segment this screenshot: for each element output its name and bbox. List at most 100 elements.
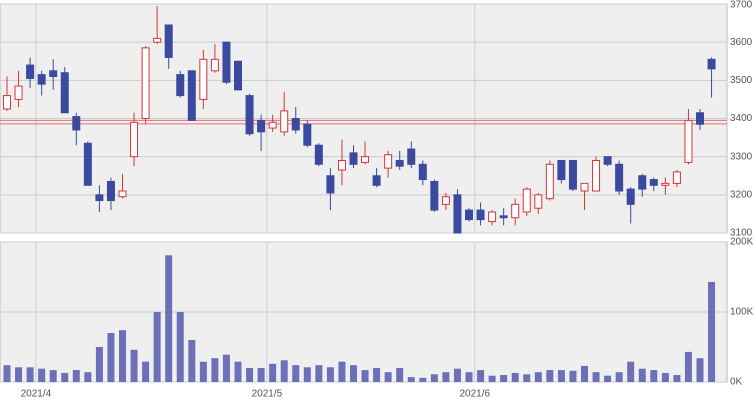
- volume-bar: [592, 372, 600, 382]
- x-tick-label: 2021/5: [252, 389, 283, 400]
- volume-bar: [569, 370, 577, 382]
- candle-body: [141, 47, 150, 119]
- candle-body: [522, 188, 531, 213]
- volume-bar: [303, 367, 311, 382]
- candle-body: [707, 58, 716, 70]
- y-tick-label: 3300: [730, 151, 753, 162]
- candle-body: [26, 64, 35, 79]
- volume-bar: [188, 340, 196, 382]
- candle-body: [210, 58, 219, 72]
- candle-body: [499, 215, 508, 219]
- volume-bar: [153, 312, 161, 382]
- volume-bar: [546, 370, 554, 382]
- volume-bar: [95, 347, 103, 382]
- volume-bar: [234, 361, 242, 382]
- candle-body: [545, 163, 554, 200]
- candle-body: [603, 156, 612, 165]
- volume-bar: [373, 368, 381, 382]
- x-tick-label: 2021/6: [459, 389, 490, 400]
- volume-bar: [361, 370, 369, 382]
- y-tick-label: 200K: [730, 237, 754, 248]
- candle-body: [118, 190, 127, 198]
- candle-body: [696, 112, 704, 125]
- candle-body: [418, 163, 427, 181]
- x-tick-label: 2021/4: [21, 389, 52, 400]
- candle-body: [14, 85, 23, 100]
- volume-bar: [604, 375, 612, 382]
- candle-body: [395, 159, 404, 167]
- candle-body: [384, 154, 393, 169]
- candle-body: [326, 175, 335, 194]
- volume-bar: [638, 368, 646, 382]
- candle-body: [441, 196, 450, 205]
- volume-bar: [453, 368, 461, 382]
- volume-bar: [477, 370, 485, 382]
- volume-bar: [119, 330, 126, 382]
- volume-bar: [246, 368, 254, 382]
- candle-body: [534, 194, 543, 209]
- volume-bar: [407, 377, 415, 382]
- volume-bar: [84, 372, 92, 382]
- volume-bar: [708, 281, 716, 382]
- candle-body: [199, 58, 208, 100]
- volume-bar: [673, 375, 681, 382]
- volume-bar: [61, 372, 69, 382]
- candle-body: [465, 209, 473, 221]
- y-tick-label: 3100: [730, 228, 753, 239]
- y-tick-label: 3500: [730, 75, 753, 86]
- candle-body: [3, 95, 11, 110]
- candle-body: [314, 144, 323, 165]
- volume-bar: [280, 360, 288, 382]
- volume-bar: [292, 365, 300, 382]
- volume-bar: [315, 365, 323, 382]
- candle-body: [37, 74, 46, 85]
- candle-body: [638, 175, 647, 190]
- volume-bar: [488, 375, 496, 382]
- candle-body: [83, 142, 92, 186]
- volume-bar: [696, 358, 704, 382]
- volume-bar: [465, 372, 473, 382]
- candle-body: [291, 118, 300, 131]
- y-tick-label: 100K: [730, 307, 754, 318]
- volume-bar: [38, 368, 46, 382]
- candle-body: [684, 119, 693, 163]
- candle-body: [257, 119, 266, 133]
- candle-body: [626, 188, 635, 205]
- candle-body: [268, 121, 277, 129]
- volume-bar: [661, 372, 669, 382]
- candle-body: [592, 159, 601, 192]
- volume-bar: [15, 367, 23, 382]
- volume-bar: [534, 372, 542, 382]
- volume-bar: [500, 375, 508, 382]
- candle-body: [568, 159, 577, 190]
- y-tick-label: 3600: [730, 37, 753, 48]
- volume-bar: [627, 361, 635, 382]
- candle-body: [511, 203, 520, 219]
- y-tick-label: 3400: [730, 113, 753, 124]
- y-tick-label: 0K: [730, 377, 743, 388]
- candle-body: [488, 211, 497, 223]
- candle-body: [615, 163, 624, 192]
- volume-bar: [511, 372, 519, 382]
- volume-bar: [684, 351, 692, 382]
- volume-bar: [107, 333, 115, 382]
- candle-body: [234, 60, 242, 91]
- volume-bar: [211, 358, 219, 382]
- volume-bar: [130, 349, 138, 382]
- candle-body: [672, 171, 681, 184]
- volume-bar: [523, 374, 531, 382]
- volume-bar: [326, 367, 334, 382]
- volume-bar: [615, 372, 623, 382]
- candle-body: [649, 179, 658, 186]
- candle-body: [95, 194, 104, 202]
- volume-bar: [396, 368, 404, 382]
- candle-body: [557, 159, 566, 181]
- volume-bar: [3, 365, 11, 382]
- candle-body: [407, 148, 416, 165]
- candle-body: [72, 116, 81, 131]
- volume-bar: [650, 370, 658, 382]
- volume-bar: [269, 363, 277, 382]
- candle-body: [106, 180, 115, 202]
- volume-bar: [72, 370, 80, 382]
- volume-bar: [26, 367, 34, 382]
